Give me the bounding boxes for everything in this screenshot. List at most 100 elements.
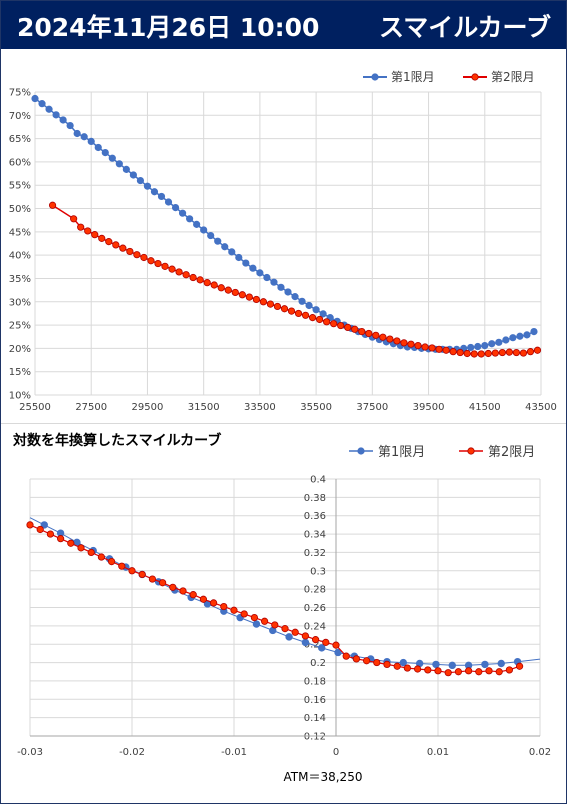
- data-point: [140, 253, 148, 262]
- data-point: [351, 325, 359, 333]
- y-tick-label: 35%: [9, 274, 31, 285]
- y-tick-label: 0.28: [304, 585, 326, 596]
- y-tick-label: 25%: [9, 321, 31, 332]
- x-tick-label: 33500: [244, 402, 276, 413]
- data-point: [454, 668, 462, 676]
- data-point: [59, 116, 67, 124]
- data-point: [112, 241, 120, 249]
- data-point: [45, 105, 53, 113]
- y-tick-label: 0.32: [304, 548, 326, 559]
- data-point: [342, 652, 350, 660]
- data-point: [77, 544, 85, 552]
- data-point: [87, 137, 95, 146]
- x-tick-label: 35500: [300, 402, 332, 413]
- data-point: [189, 273, 197, 282]
- data-point: [26, 521, 34, 529]
- y-tick-label: 65%: [9, 134, 31, 145]
- data-point: [182, 271, 190, 279]
- x-tick-label: 27500: [75, 402, 107, 413]
- y-tick-label: 0.3: [310, 566, 326, 577]
- data-point: [280, 305, 289, 313]
- legend-label: 第1限月: [391, 70, 435, 84]
- data-point: [118, 562, 126, 570]
- data-point: [358, 328, 366, 336]
- data-point: [36, 525, 44, 534]
- data-point: [421, 343, 429, 351]
- data-point: [495, 338, 503, 346]
- data-point: [245, 293, 253, 301]
- data-point: [407, 340, 415, 348]
- data-point: [108, 558, 116, 566]
- y-tick-label: 15%: [9, 367, 31, 378]
- y-tick-label: 10%: [9, 391, 31, 402]
- data-point: [432, 660, 440, 669]
- data-point: [285, 633, 293, 641]
- data-point: [428, 344, 436, 352]
- data-point: [150, 188, 159, 196]
- data-point: [159, 579, 167, 587]
- data-point: [298, 297, 306, 305]
- data-point: [84, 227, 92, 235]
- data-point: [128, 567, 136, 575]
- data-point: [316, 315, 324, 324]
- data-point: [523, 331, 531, 339]
- data-point: [424, 666, 432, 674]
- data-point: [66, 121, 74, 130]
- data-point: [143, 182, 152, 190]
- data-point: [509, 334, 517, 342]
- data-point: [168, 265, 176, 273]
- data-point: [260, 617, 269, 625]
- y-tick-label: 0.36: [304, 511, 326, 522]
- legend-label: 第1限月: [378, 445, 425, 460]
- data-point: [48, 201, 57, 209]
- y-tick-label: 20%: [9, 344, 31, 355]
- header-banner: 2024年11月26日 10:00 スマイルカーブ: [1, 1, 566, 49]
- data-point: [301, 632, 309, 640]
- data-point: [169, 583, 177, 591]
- data-point: [148, 575, 156, 583]
- x-tick-label: 41500: [469, 402, 501, 413]
- data-point: [448, 661, 456, 670]
- legend-label: 第2限月: [491, 70, 535, 84]
- data-point: [271, 621, 279, 629]
- data-point: [344, 323, 352, 332]
- data-point: [379, 333, 387, 341]
- data-point: [512, 348, 521, 357]
- data-point: [311, 636, 320, 644]
- data-point: [94, 143, 102, 152]
- data-point: [277, 283, 285, 291]
- data-point: [414, 341, 422, 350]
- data-point: [80, 133, 88, 141]
- data-point: [330, 320, 338, 328]
- data-point: [502, 336, 510, 344]
- chart-divider: [1, 423, 566, 424]
- data-point: [530, 328, 538, 336]
- data-point: [157, 192, 166, 201]
- data-point: [161, 262, 169, 270]
- data-point: [399, 658, 408, 667]
- data-point: [221, 243, 229, 251]
- data-point: [337, 321, 345, 330]
- data-point: [70, 215, 78, 223]
- data-point: [228, 248, 236, 256]
- data-point: [481, 341, 489, 350]
- y-tick-label: 0.18: [304, 676, 326, 687]
- data-point: [119, 244, 127, 252]
- data-point: [470, 350, 478, 358]
- data-point: [484, 349, 492, 358]
- data-point: [477, 350, 485, 358]
- data-point: [67, 539, 75, 547]
- data-point: [73, 129, 81, 138]
- data-point: [210, 281, 218, 289]
- y-tick-label: 0.34: [304, 530, 326, 541]
- y-tick-label: 60%: [9, 157, 31, 168]
- x-tick-label: 31500: [188, 402, 220, 413]
- data-point: [217, 284, 225, 292]
- data-point: [97, 553, 106, 561]
- data-point: [154, 259, 162, 268]
- data-point: [235, 253, 243, 262]
- data-point: [456, 348, 464, 357]
- data-point: [77, 223, 85, 231]
- data-point: [224, 286, 232, 294]
- data-point: [56, 535, 65, 543]
